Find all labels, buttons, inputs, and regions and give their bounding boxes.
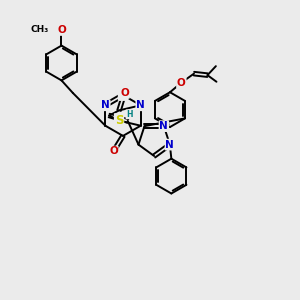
Text: N: N [101, 100, 110, 110]
Text: N: N [160, 121, 168, 131]
Text: CH₃: CH₃ [31, 25, 49, 34]
Text: O: O [120, 88, 129, 98]
Text: O: O [109, 146, 118, 157]
Text: N: N [136, 100, 145, 110]
Text: O: O [57, 25, 66, 35]
Text: N: N [166, 140, 174, 150]
Text: O: O [177, 78, 186, 88]
Text: S: S [115, 114, 123, 127]
Text: N: N [118, 90, 127, 100]
Text: H: H [126, 110, 133, 119]
